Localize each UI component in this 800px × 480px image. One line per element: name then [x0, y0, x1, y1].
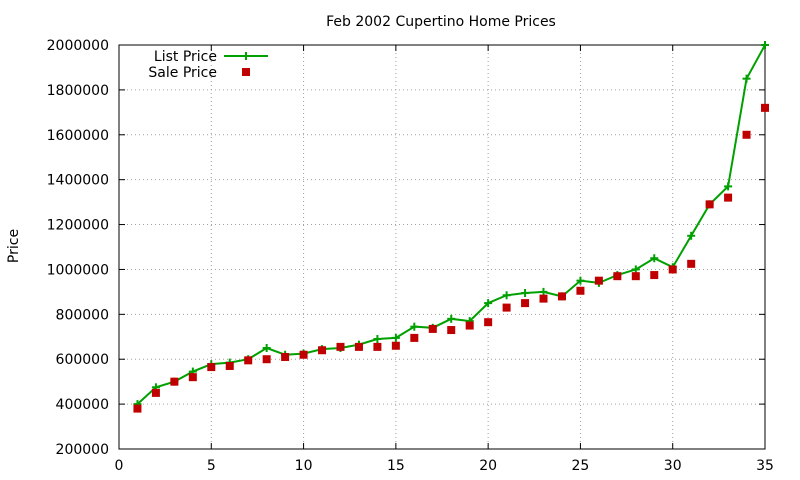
- data-point-square: [557, 292, 566, 301]
- data-point-square: [428, 324, 437, 333]
- data-point-plus: [576, 276, 585, 285]
- data-point-plus: [502, 291, 511, 300]
- data-point-square: [594, 276, 603, 285]
- data-point-square: [613, 272, 622, 281]
- data-point-square: [225, 361, 234, 370]
- x-tick-label: 0: [115, 458, 124, 474]
- data-point-square: [262, 355, 271, 364]
- data-point-square: [151, 388, 160, 397]
- y-axis-label: Price: [6, 229, 22, 263]
- x-tick-label: 35: [756, 458, 774, 474]
- axis-ticks: 0 5 10 15 20 25 30 35 200000 400000 600000 800000 10…: [47, 38, 774, 474]
- series-layer: [133, 41, 769, 413]
- y-tick-label: 200000: [56, 442, 109, 458]
- data-point-square: [133, 404, 142, 413]
- data-point-square: [188, 373, 197, 382]
- y-tick-label: 1000000: [47, 262, 109, 278]
- data-point-square: [410, 333, 419, 342]
- data-point-square: [576, 286, 585, 295]
- data-point-square: [502, 303, 511, 312]
- data-point-square: [631, 272, 640, 281]
- x-tick-label: 5: [207, 458, 216, 474]
- data-point-square: [170, 377, 179, 386]
- data-point-square: [484, 318, 493, 327]
- data-point-plus: [742, 74, 751, 83]
- series-sale-price: [133, 103, 769, 413]
- data-point-square: [539, 294, 548, 303]
- data-point-square: [668, 265, 677, 274]
- data-point-square: [391, 341, 400, 350]
- data-point-plus: [650, 254, 659, 263]
- y-tick-label: 800000: [56, 307, 109, 323]
- y-tick-label: 400000: [56, 397, 109, 413]
- data-point-square: [724, 193, 733, 202]
- data-point-plus: [447, 314, 456, 323]
- x-tick-label: 30: [664, 458, 682, 474]
- data-point-square: [650, 271, 659, 280]
- y-tick-label: 1200000: [47, 218, 109, 234]
- data-point-square: [705, 200, 714, 209]
- legend-marker-square: [242, 68, 250, 76]
- data-point-square: [373, 342, 382, 351]
- grid-lines: [119, 45, 765, 449]
- data-point-square: [761, 103, 769, 112]
- data-point-plus: [373, 335, 382, 344]
- data-point-square: [687, 259, 696, 268]
- legend-marker-plus: [242, 52, 250, 60]
- data-point-plus: [631, 265, 640, 274]
- data-point-square: [318, 346, 327, 355]
- data-point-plus: [262, 344, 271, 352]
- chart-title: Feb 2002 Cupertino Home Prices: [326, 14, 556, 30]
- data-point-square: [299, 350, 308, 359]
- data-point-square: [207, 363, 216, 372]
- data-point-square: [336, 342, 345, 351]
- data-point-square: [521, 299, 530, 308]
- y-tick-label: 1400000: [47, 173, 109, 189]
- data-point-plus: [724, 182, 733, 191]
- x-tick-label: 20: [479, 458, 497, 474]
- legend-label: Sale Price: [148, 65, 217, 81]
- legend-label: List Price: [154, 49, 217, 65]
- data-point-square: [742, 130, 751, 139]
- data-point-plus: [539, 287, 548, 296]
- x-tick-label: 15: [387, 458, 405, 474]
- plot-frame: [118, 44, 766, 450]
- y-tick-label: 1600000: [47, 128, 109, 144]
- data-point-square: [281, 352, 290, 361]
- data-point-plus: [521, 289, 530, 298]
- data-point-square: [447, 326, 456, 335]
- y-tick-label: 1800000: [47, 83, 109, 99]
- y-tick-label: 600000: [56, 352, 109, 368]
- x-tick-label: 25: [572, 458, 590, 474]
- y-tick-label: 2000000: [47, 38, 109, 54]
- data-point-square: [354, 342, 363, 351]
- data-point-plus: [761, 41, 769, 49]
- data-point-plus: [410, 322, 419, 331]
- data-point-plus: [687, 231, 696, 240]
- data-point-plus: [391, 333, 400, 342]
- data-point-square: [244, 356, 253, 365]
- x-tick-label: 10: [295, 458, 313, 474]
- data-point-plus: [484, 299, 493, 308]
- data-point-square: [465, 321, 474, 330]
